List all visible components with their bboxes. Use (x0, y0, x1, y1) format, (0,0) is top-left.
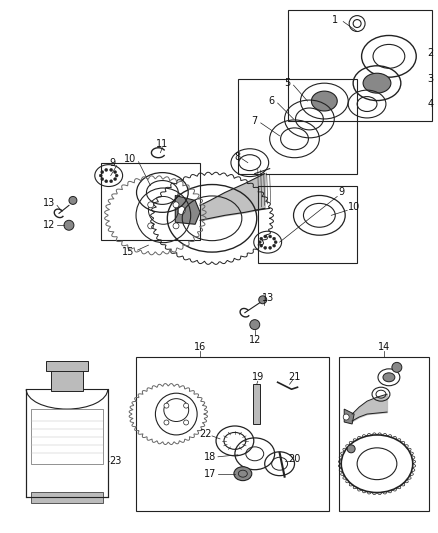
Bar (258, 185, 357, 263)
Circle shape (274, 241, 277, 244)
Text: 15: 15 (122, 247, 135, 257)
Polygon shape (175, 196, 200, 224)
Circle shape (148, 202, 154, 208)
Bar (253, 384, 260, 424)
Circle shape (64, 220, 74, 230)
Circle shape (258, 241, 261, 244)
Circle shape (101, 171, 104, 174)
Text: 14: 14 (378, 343, 390, 352)
Text: 1: 1 (332, 14, 338, 25)
Circle shape (260, 237, 263, 240)
Ellipse shape (363, 73, 391, 93)
Text: 20: 20 (288, 454, 301, 464)
Circle shape (184, 403, 189, 408)
Text: 12: 12 (249, 335, 261, 344)
Circle shape (99, 174, 102, 177)
Circle shape (101, 177, 104, 181)
Polygon shape (344, 409, 354, 424)
Circle shape (113, 171, 117, 174)
Circle shape (343, 414, 349, 420)
Text: 2: 2 (427, 49, 434, 58)
Circle shape (272, 237, 276, 240)
Circle shape (164, 420, 169, 425)
Ellipse shape (311, 91, 337, 111)
Circle shape (264, 246, 267, 249)
Bar (26, 389, 108, 497)
Bar (46, 361, 88, 372)
Text: 12: 12 (43, 220, 55, 230)
Bar (135, 358, 329, 512)
Text: 9: 9 (110, 158, 116, 168)
Circle shape (177, 206, 185, 214)
Circle shape (272, 244, 276, 247)
Circle shape (268, 246, 272, 249)
Circle shape (148, 223, 154, 229)
Circle shape (113, 177, 117, 181)
Circle shape (184, 420, 189, 425)
Bar (31, 409, 103, 464)
Text: 5: 5 (284, 78, 291, 88)
Bar (288, 10, 431, 121)
Circle shape (260, 244, 263, 247)
Text: 22: 22 (199, 429, 212, 439)
Text: 13: 13 (43, 198, 55, 208)
Circle shape (110, 168, 113, 172)
Bar (238, 79, 357, 174)
Text: 10: 10 (124, 154, 137, 164)
Circle shape (392, 362, 402, 373)
Text: 9: 9 (338, 188, 344, 197)
Text: 8: 8 (235, 152, 241, 161)
Text: 6: 6 (268, 96, 275, 106)
Text: 21: 21 (288, 372, 301, 382)
Circle shape (115, 174, 118, 177)
Text: 10: 10 (348, 203, 360, 212)
Text: 16: 16 (194, 343, 206, 352)
Circle shape (69, 197, 77, 204)
Text: 4: 4 (427, 99, 434, 109)
Circle shape (173, 223, 179, 229)
Circle shape (259, 296, 267, 304)
Circle shape (347, 445, 355, 453)
Circle shape (105, 180, 108, 183)
Circle shape (250, 320, 260, 329)
Text: 17: 17 (204, 469, 216, 479)
Circle shape (164, 403, 169, 408)
Bar (31, 491, 103, 504)
Text: 11: 11 (156, 139, 169, 149)
Bar (339, 358, 429, 512)
Circle shape (173, 202, 179, 208)
Text: 3: 3 (427, 74, 434, 84)
Text: 23: 23 (110, 456, 122, 466)
Text: 13: 13 (261, 293, 274, 303)
Text: 19: 19 (251, 372, 264, 382)
Ellipse shape (234, 467, 252, 481)
Circle shape (105, 168, 108, 172)
Text: 18: 18 (204, 452, 216, 462)
Circle shape (110, 180, 113, 183)
Bar (101, 163, 200, 240)
Ellipse shape (383, 373, 395, 382)
Text: 7: 7 (252, 116, 258, 126)
Circle shape (268, 235, 272, 238)
Bar (51, 369, 83, 391)
Circle shape (264, 235, 267, 238)
